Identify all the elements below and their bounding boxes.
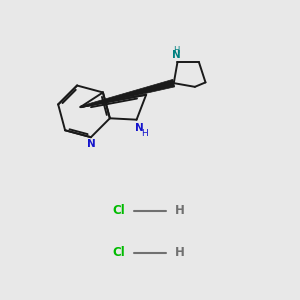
Text: N: N [135, 123, 143, 133]
Text: Cl: Cl [112, 246, 125, 259]
Text: N: N [87, 139, 95, 149]
Text: H: H [142, 129, 148, 138]
Text: N: N [172, 50, 180, 60]
Polygon shape [80, 80, 175, 108]
Text: H: H [173, 46, 179, 55]
Text: H: H [175, 204, 185, 218]
Text: H: H [175, 246, 185, 259]
Text: Cl: Cl [112, 204, 125, 218]
